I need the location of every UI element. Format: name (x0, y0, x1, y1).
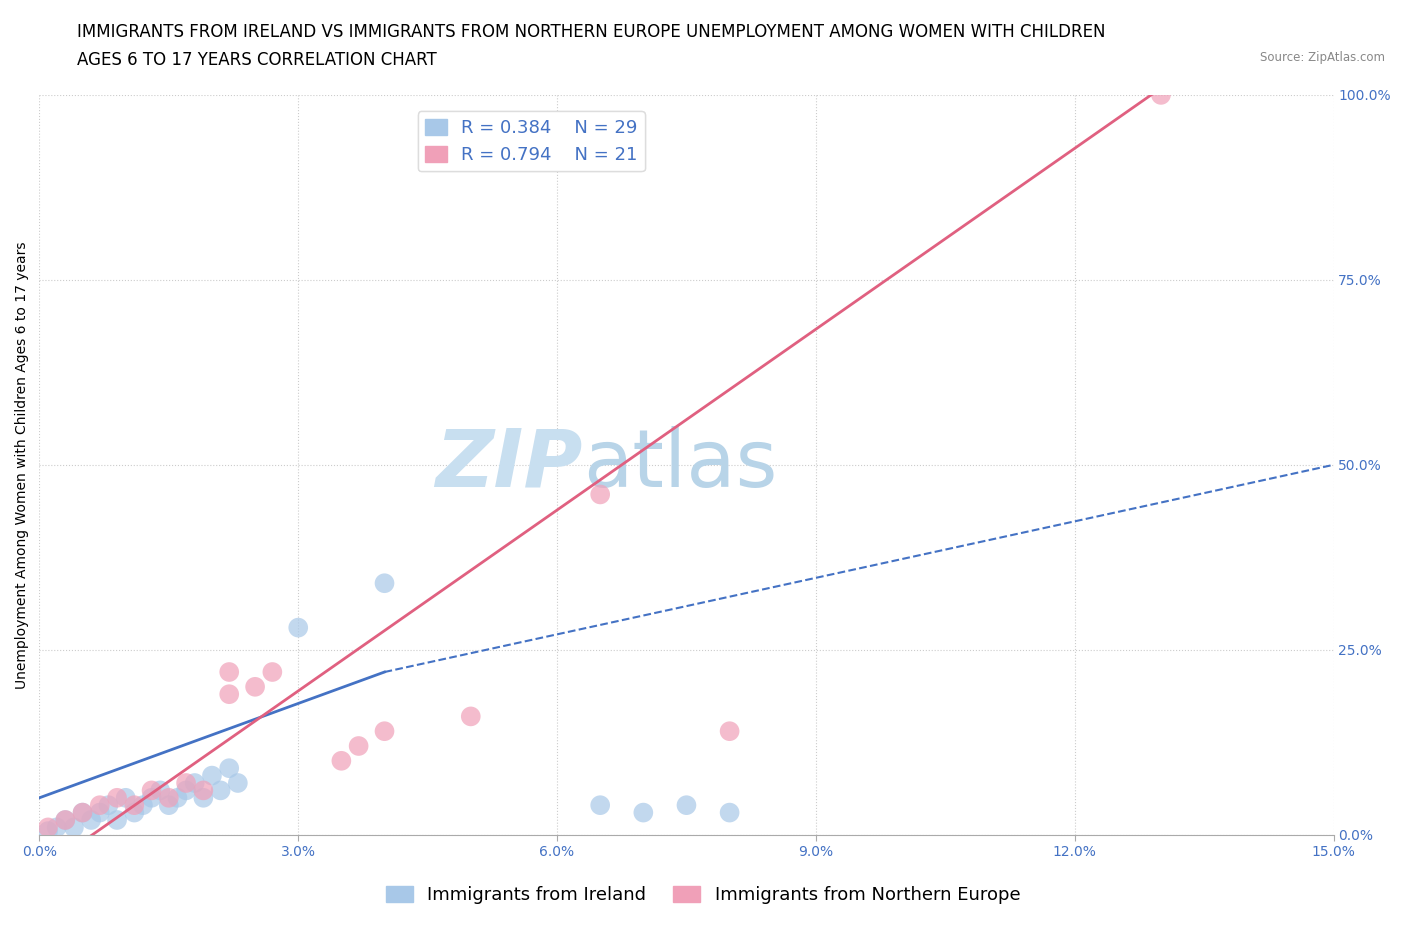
Point (174, 783, 197, 798)
Point (174, 776, 197, 790)
Point (141, 790, 163, 805)
Point (287, 620, 309, 635)
Point (183, 776, 205, 790)
Point (718, 724, 741, 738)
Point (193, 783, 215, 798)
Point (209, 783, 232, 798)
Text: ZIP: ZIP (436, 426, 583, 504)
Point (347, 738, 370, 753)
Point (124, 805, 146, 820)
Legend: R = 0.384    N = 29, R = 0.794    N = 21: R = 0.384 N = 29, R = 0.794 N = 21 (418, 112, 644, 171)
Point (105, 813, 128, 828)
Point (589, 798, 612, 813)
Point (132, 798, 155, 813)
Point (63, 820, 86, 835)
Point (37, 820, 59, 835)
Point (149, 783, 172, 798)
Point (114, 790, 136, 805)
Point (157, 790, 180, 805)
Point (226, 776, 249, 790)
Point (80, 813, 103, 828)
Point (124, 798, 146, 813)
Point (460, 709, 482, 724)
Point (718, 805, 741, 820)
Point (218, 761, 240, 776)
Point (243, 680, 266, 695)
Point (218, 665, 240, 680)
Point (633, 805, 655, 820)
Legend: Immigrants from Ireland, Immigrants from Northern Europe: Immigrants from Ireland, Immigrants from… (378, 879, 1028, 911)
Point (37, 824, 59, 839)
Text: atlas: atlas (583, 426, 778, 504)
Point (675, 798, 697, 813)
Point (89, 798, 111, 813)
Point (105, 790, 128, 805)
Point (589, 487, 612, 502)
Point (373, 576, 395, 591)
Point (262, 665, 284, 680)
Text: AGES 6 TO 17 YEARS CORRELATION CHART: AGES 6 TO 17 YEARS CORRELATION CHART (77, 51, 437, 69)
Point (193, 790, 215, 805)
Point (218, 686, 240, 701)
Point (53, 813, 76, 828)
Point (97, 798, 120, 813)
Point (72, 805, 94, 820)
Point (89, 805, 111, 820)
Point (166, 790, 188, 805)
Point (201, 768, 224, 783)
Text: Source: ZipAtlas.com: Source: ZipAtlas.com (1260, 51, 1385, 64)
Y-axis label: Unemployment Among Women with Children Ages 6 to 17 years: Unemployment Among Women with Children A… (15, 241, 30, 688)
Text: IMMIGRANTS FROM IRELAND VS IMMIGRANTS FROM NORTHERN EUROPE UNEMPLOYMENT AMONG WO: IMMIGRANTS FROM IRELAND VS IMMIGRANTS FR… (77, 23, 1107, 41)
Point (157, 798, 180, 813)
Point (72, 805, 94, 820)
Point (373, 724, 395, 738)
Point (53, 813, 76, 828)
Point (1150, 87, 1173, 102)
Point (45, 820, 67, 835)
Point (330, 753, 353, 768)
Point (141, 783, 163, 798)
